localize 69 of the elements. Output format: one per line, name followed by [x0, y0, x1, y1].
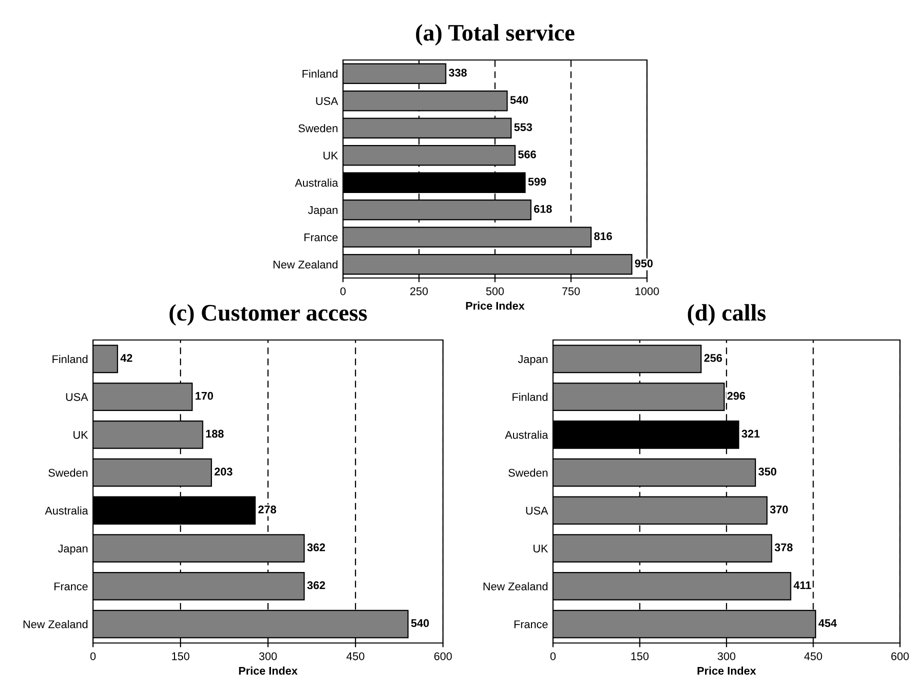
x-tick-label: 300 [718, 652, 736, 660]
x-tick-label: 750 [562, 287, 580, 296]
data-label: 362 [307, 581, 326, 590]
data-label: 566 [518, 150, 536, 158]
x-axis-title: Price Index [698, 666, 756, 675]
y-tick-label: New Zealand [24, 620, 88, 628]
x-tick-label: 0 [90, 652, 96, 660]
data-label: 553 [514, 123, 532, 132]
chart-title: (d) calls [688, 304, 766, 326]
data-label: 454 [818, 619, 837, 628]
chart-title: (c) Customer access [170, 304, 367, 326]
data-label: 362 [307, 543, 326, 552]
x-tick-label: 300 [259, 652, 277, 660]
data-label: 378 [774, 543, 793, 552]
data-label: 599 [528, 178, 546, 186]
y-tick-label: Japan [308, 206, 338, 216]
data-label: 278 [258, 506, 276, 514]
data-label: 256 [704, 354, 722, 362]
data-label: 350 [758, 468, 776, 476]
y-tick-label: Japan [58, 544, 88, 555]
y-tick-label: Australia [44, 506, 88, 515]
y-tick-label: Sweden [508, 468, 548, 477]
data-label: 42 [120, 354, 132, 362]
x-tick-label: 1000 [635, 287, 659, 296]
data-label: 816 [594, 232, 612, 240]
x-tick-label: 0 [340, 287, 346, 296]
y-tick-label: France [304, 234, 338, 242]
y-tick-label: Finland [512, 392, 548, 401]
data-label: 188 [206, 430, 224, 438]
y-tick-label: New Zealand [274, 260, 338, 269]
x-tick-label: 500 [486, 287, 504, 296]
x-tick-label: 450 [804, 652, 822, 660]
y-tick-label: Australia [294, 178, 338, 187]
x-tick-label: 600 [434, 652, 452, 660]
y-tick-label: UK [324, 152, 338, 160]
x-tick-label: 450 [346, 652, 364, 660]
data-label: 540 [510, 96, 528, 104]
x-tick-label: 600 [891, 652, 909, 660]
data-label: 170 [196, 392, 214, 400]
y-tick-label: USA [316, 97, 338, 106]
y-tick-label: Sweden [298, 124, 338, 132]
y-tick-label: New Zealand [484, 582, 548, 590]
x-tick-label: 150 [172, 652, 190, 660]
y-tick-label: France [54, 582, 88, 590]
data-label: 370 [770, 506, 788, 514]
y-tick-label: Japan [518, 355, 548, 366]
x-tick-label: 0 [550, 652, 556, 660]
y-tick-label: USA [66, 393, 88, 401]
y-tick-label: Sweden [48, 468, 88, 477]
data-label: 338 [448, 68, 467, 77]
y-tick-label: Finland [302, 70, 338, 78]
y-tick-label: Finland [52, 354, 88, 364]
data-label: 540 [411, 619, 429, 628]
x-tick-label: 250 [410, 287, 428, 296]
x-axis-title: Price Index [239, 666, 298, 675]
chart-title: (a) Total service [416, 24, 574, 46]
y-tick-label: France [514, 620, 548, 628]
y-tick-label: Australia [504, 430, 548, 439]
data-label: 950 [634, 259, 653, 268]
x-axis-title: Price Index [466, 302, 525, 310]
y-tick-label: UK [74, 431, 88, 439]
data-label: 203 [214, 468, 232, 476]
data-label: 618 [534, 204, 552, 213]
x-tick-label: 150 [631, 652, 649, 660]
y-tick-label: USA [526, 506, 548, 515]
data-label: 296 [727, 392, 746, 400]
data-label: 321 [742, 430, 760, 438]
y-tick-label: UK [534, 544, 548, 552]
data-label: 411 [794, 581, 812, 590]
